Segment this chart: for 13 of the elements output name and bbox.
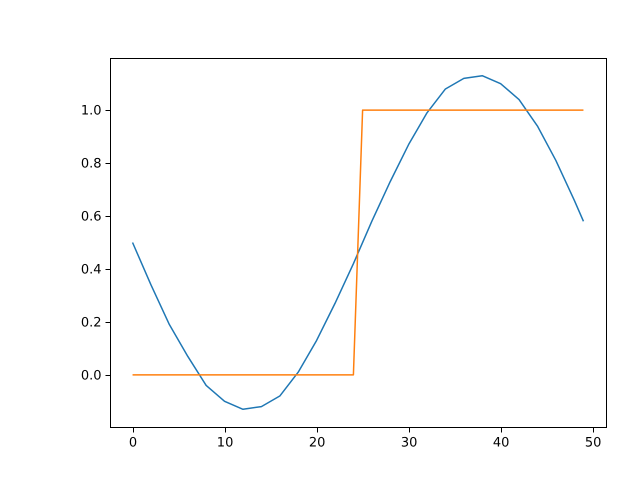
x-tick-label: 40 xyxy=(492,436,510,450)
y-tick-label: 1.0 xyxy=(80,104,102,119)
y-tick-label: 0.6 xyxy=(80,210,102,225)
y-tick-label: 0.8 xyxy=(80,156,102,172)
y-tick-label: 0.2 xyxy=(80,315,102,330)
x-tick-label: 50 xyxy=(584,436,602,450)
x-tick-label: 20 xyxy=(308,436,326,450)
y-tick-label: 0.0 xyxy=(80,368,102,384)
line-series xyxy=(132,74,584,410)
x-tick-label: 30 xyxy=(400,436,418,450)
x-tick-label: 0 xyxy=(128,436,138,450)
x-tick-label: 10 xyxy=(216,436,234,450)
y-tick-label: 0.4 xyxy=(80,262,102,278)
